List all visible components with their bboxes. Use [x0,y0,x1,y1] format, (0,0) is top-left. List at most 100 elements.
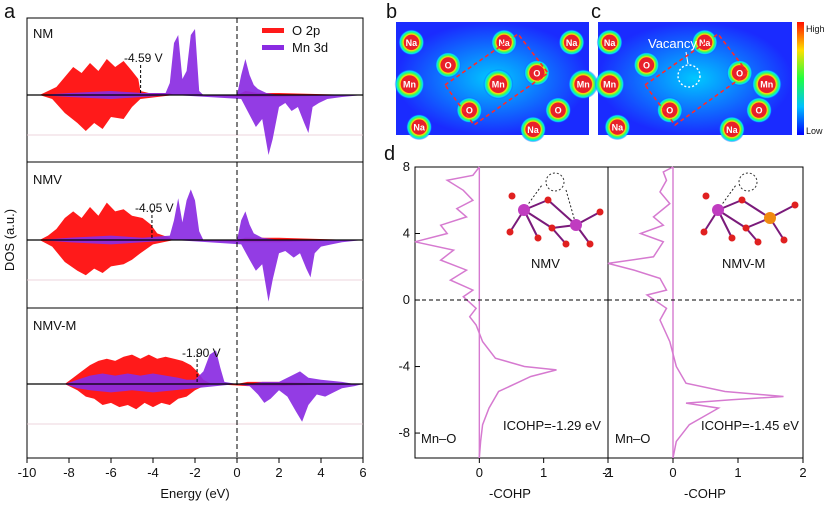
dos-subplot-nmv [27,162,363,308]
cohp-y-tick-label: 8 [403,159,410,174]
b-atom-o: O [523,59,550,86]
b-atom-o: O [545,97,572,124]
b-atom-mn: Mn [483,69,514,100]
charge-density-map-b: Na Na Na O O Mn Mn Mn O O Na Na [394,22,599,143]
atom-label: O [666,106,673,116]
atom-label: Na [406,38,418,48]
x-tick-label: -6 [105,465,117,480]
atom-core [440,57,456,73]
cohp-subplot-nmv [414,166,608,459]
atom-label: Na [527,125,539,135]
b-atom-na: Na [558,29,585,56]
c-atom-o: O [746,97,773,124]
cohp-subplot-nmvm [607,166,803,459]
x-tick-label: 6 [359,465,366,480]
annotation-nmv: -4.05 V [135,201,174,215]
annotation-nmvm: -1.90 V [182,346,221,360]
b-atom-na: Na [406,114,433,141]
vacancy-annotation: Vacancy [648,36,697,51]
atom-label: O [466,106,473,116]
cohp-x-ticks: 0 1 2-1 0 1 2 [476,458,807,480]
atom-core [496,34,512,50]
x-tick-label: 4 [317,465,324,480]
cohp-y-ticks: 8 4 0 -4 -8 [398,159,420,440]
atom-core [403,34,419,50]
atom-core [550,102,566,118]
c-atom-na: Na [596,29,623,56]
atom-core [638,57,655,73]
atom-label: Mn [403,80,416,90]
legend-swatch-mn3d [262,45,284,50]
unit-box-c [643,32,750,127]
mn-atom-nmv [518,204,530,216]
atom-core [411,119,427,135]
b-atom-mn: Mn [568,69,599,100]
atom-label: Na [566,38,578,48]
atom-label: O [643,60,650,70]
atom-core [529,65,545,81]
dos-area-nmvm-mn3d-down [64,384,364,422]
x-tick-label: 2 [275,465,282,480]
atom-label: Na [612,123,624,133]
o-atoms-nmvm [700,192,799,246]
cohp-x-axis-label-nmvm: -COHP [684,486,726,501]
x-tick-label: -8 [63,465,75,480]
vacancy-circle [677,64,701,88]
atom-label: Na [413,123,425,133]
corner-label-nmv: Mn–O [421,431,456,446]
panel-label-b: b [386,1,397,23]
dos-areas [27,18,364,458]
cohp-y-tick-label: -8 [398,425,410,440]
dopant-atom-nmvm [764,212,776,224]
c-atom-mn: Mn [751,69,782,100]
c-atom-o: O [633,51,660,78]
atom-core [602,34,618,50]
cohp-y-tick-label: 0 [403,292,410,307]
dos-x-axis-label: Energy (eV) [160,486,229,501]
atom-core [564,34,580,50]
atom-label: Mn [577,80,590,90]
c-atom-na: Na [604,114,631,141]
atom-core [724,121,740,137]
c-atom-na: Na [718,116,745,143]
cohp-x-tick-label: 2 [604,465,611,480]
b-atom-o: O [435,51,462,78]
cohp-curve-nmv [414,166,557,459]
subplot-name-nmv: NMV [33,172,62,187]
corner-label-nmvm: Mn–O [615,431,650,446]
legend-swatch-o2p [262,28,284,33]
panel-label-c: c [591,1,601,23]
atom-label: O [555,106,562,116]
atom-core [489,75,507,93]
cohp-name-nmvm: NMV-M [722,256,765,271]
mn-atom-nmv-2 [570,219,582,231]
b-atom-o: O [456,97,483,124]
legend-label-mn3d: Mn 3d [292,40,328,55]
cohp-x-tick-label: 2 [799,465,806,480]
subplot-name-nmvm: NMV-M [33,318,76,333]
atom-core [525,121,541,137]
dos-panel: NM NMV NMV-M -4.59 V -4.05 V -1.90 V O 2… [2,17,367,501]
cohp-x-axis-label-nmv: -COHP [489,486,531,501]
dos-area-nmv-o2p-down [39,240,353,276]
colorbar [797,22,804,135]
dos-y-axis-label: DOS (a.u.) [2,209,17,271]
cohp-x-tick-label: 0 [669,465,676,480]
atom-core [574,75,592,93]
dos-x-ticks: -10 -8 -6 -4 -2 0 2 4 6 [18,458,367,480]
atom-label: Mn [492,80,505,90]
atom-core [461,102,477,118]
dos-area-nmv-o2p-up [39,202,353,240]
cohp-y-tick-label: 4 [403,226,410,241]
b-atom-na: Na [398,29,425,56]
panel-label-d: d [384,143,395,165]
atom-label: O [736,68,743,78]
cohp-y-tick-label: -4 [398,359,410,374]
c-atom-o: O [726,59,753,86]
atom-label: Na [604,38,616,48]
dos-subplot-nmvm [27,308,364,458]
cohp-x-tick-label: 1 [734,465,741,480]
